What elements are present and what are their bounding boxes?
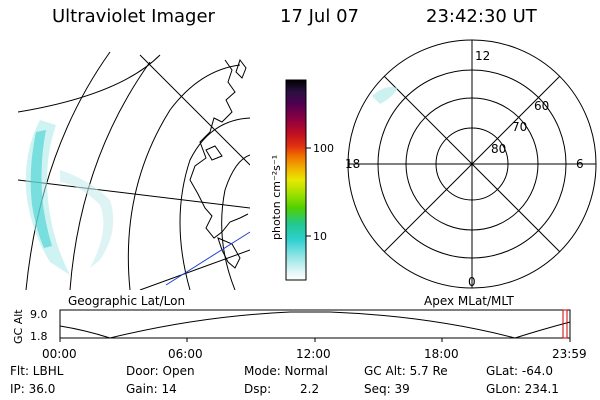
status-glon: GLon: 234.1: [486, 382, 559, 396]
status-mode: Mode: Normal: [244, 364, 328, 378]
polar-plot-caption: Apex MLat/MLT: [424, 294, 514, 308]
lat-arc: [127, 64, 241, 290]
lat-arc: [25, 51, 111, 290]
current-time-marker: [562, 309, 568, 339]
status-gc-alt: GC Alt: 5.7 Re: [364, 364, 448, 378]
lat-label-60: 60: [534, 99, 549, 113]
strip-tick-1200: 12:00: [296, 347, 331, 361]
status-ip: IP: 36.0: [10, 382, 56, 396]
aurora-region: [25, 120, 114, 275]
coastline: [205, 145, 223, 161]
coastline: [235, 58, 247, 79]
strip-tick-2359: 23:59: [552, 347, 587, 361]
strip-ymin: 1.8: [30, 330, 48, 343]
status-door: Door: Open: [126, 364, 195, 378]
mlt-label-12: 12: [475, 49, 490, 63]
coastline: [189, 59, 249, 239]
lat-arc: [221, 154, 250, 290]
mlt-label-18: 18: [345, 157, 360, 171]
status-seq: Seq: 39: [364, 382, 410, 396]
strip-ymax: 9.0: [30, 308, 48, 321]
lat-label-70: 70: [512, 120, 527, 134]
terminator-line: [165, 231, 251, 286]
strip-tick-0000: 00:00: [42, 347, 77, 361]
status-glat: GLat: -64.0: [486, 364, 553, 378]
app-title: Ultraviolet Imager: [52, 6, 215, 27]
geo-map-caption: Geographic Lat/Lon: [68, 294, 186, 308]
polar-diagonal: [383, 75, 561, 253]
observation-time: 23:42:30 UT: [426, 6, 537, 27]
mlt-label-6: 6: [576, 157, 584, 171]
strip-frame: [59, 309, 571, 339]
colorbar-gradient: [285, 79, 307, 281]
colorbar-tick-10: 10: [313, 230, 327, 243]
lon-line: [139, 54, 250, 166]
strip-tick-0600: 06:00: [168, 347, 203, 361]
status-filter: Flt: LBHL: [10, 364, 64, 378]
lat-arc: [179, 117, 250, 290]
lat-arc: [18, 54, 161, 113]
strip-axis-label: GC Alt: [12, 309, 25, 344]
lon-line: [18, 179, 250, 209]
lat-label-80: 80: [491, 142, 506, 156]
mlt-label-0: 0: [468, 275, 476, 289]
lon-line: [139, 249, 250, 290]
status-dsp-label: Dsp:: [244, 382, 272, 396]
lat-arc: [69, 61, 151, 290]
observation-date: 17 Jul 07: [280, 6, 359, 27]
strip-tick-1800: 18:00: [424, 347, 459, 361]
colorbar-unit-label: photon cm⁻²s⁻¹: [270, 155, 283, 240]
status-dsp-value: 2.2: [300, 382, 320, 396]
polar-aurora: [372, 87, 398, 104]
colorbar-tick-100: 100: [313, 142, 334, 155]
status-gain: Gain: 14: [126, 382, 177, 396]
altitude-curve: [59, 311, 571, 339]
